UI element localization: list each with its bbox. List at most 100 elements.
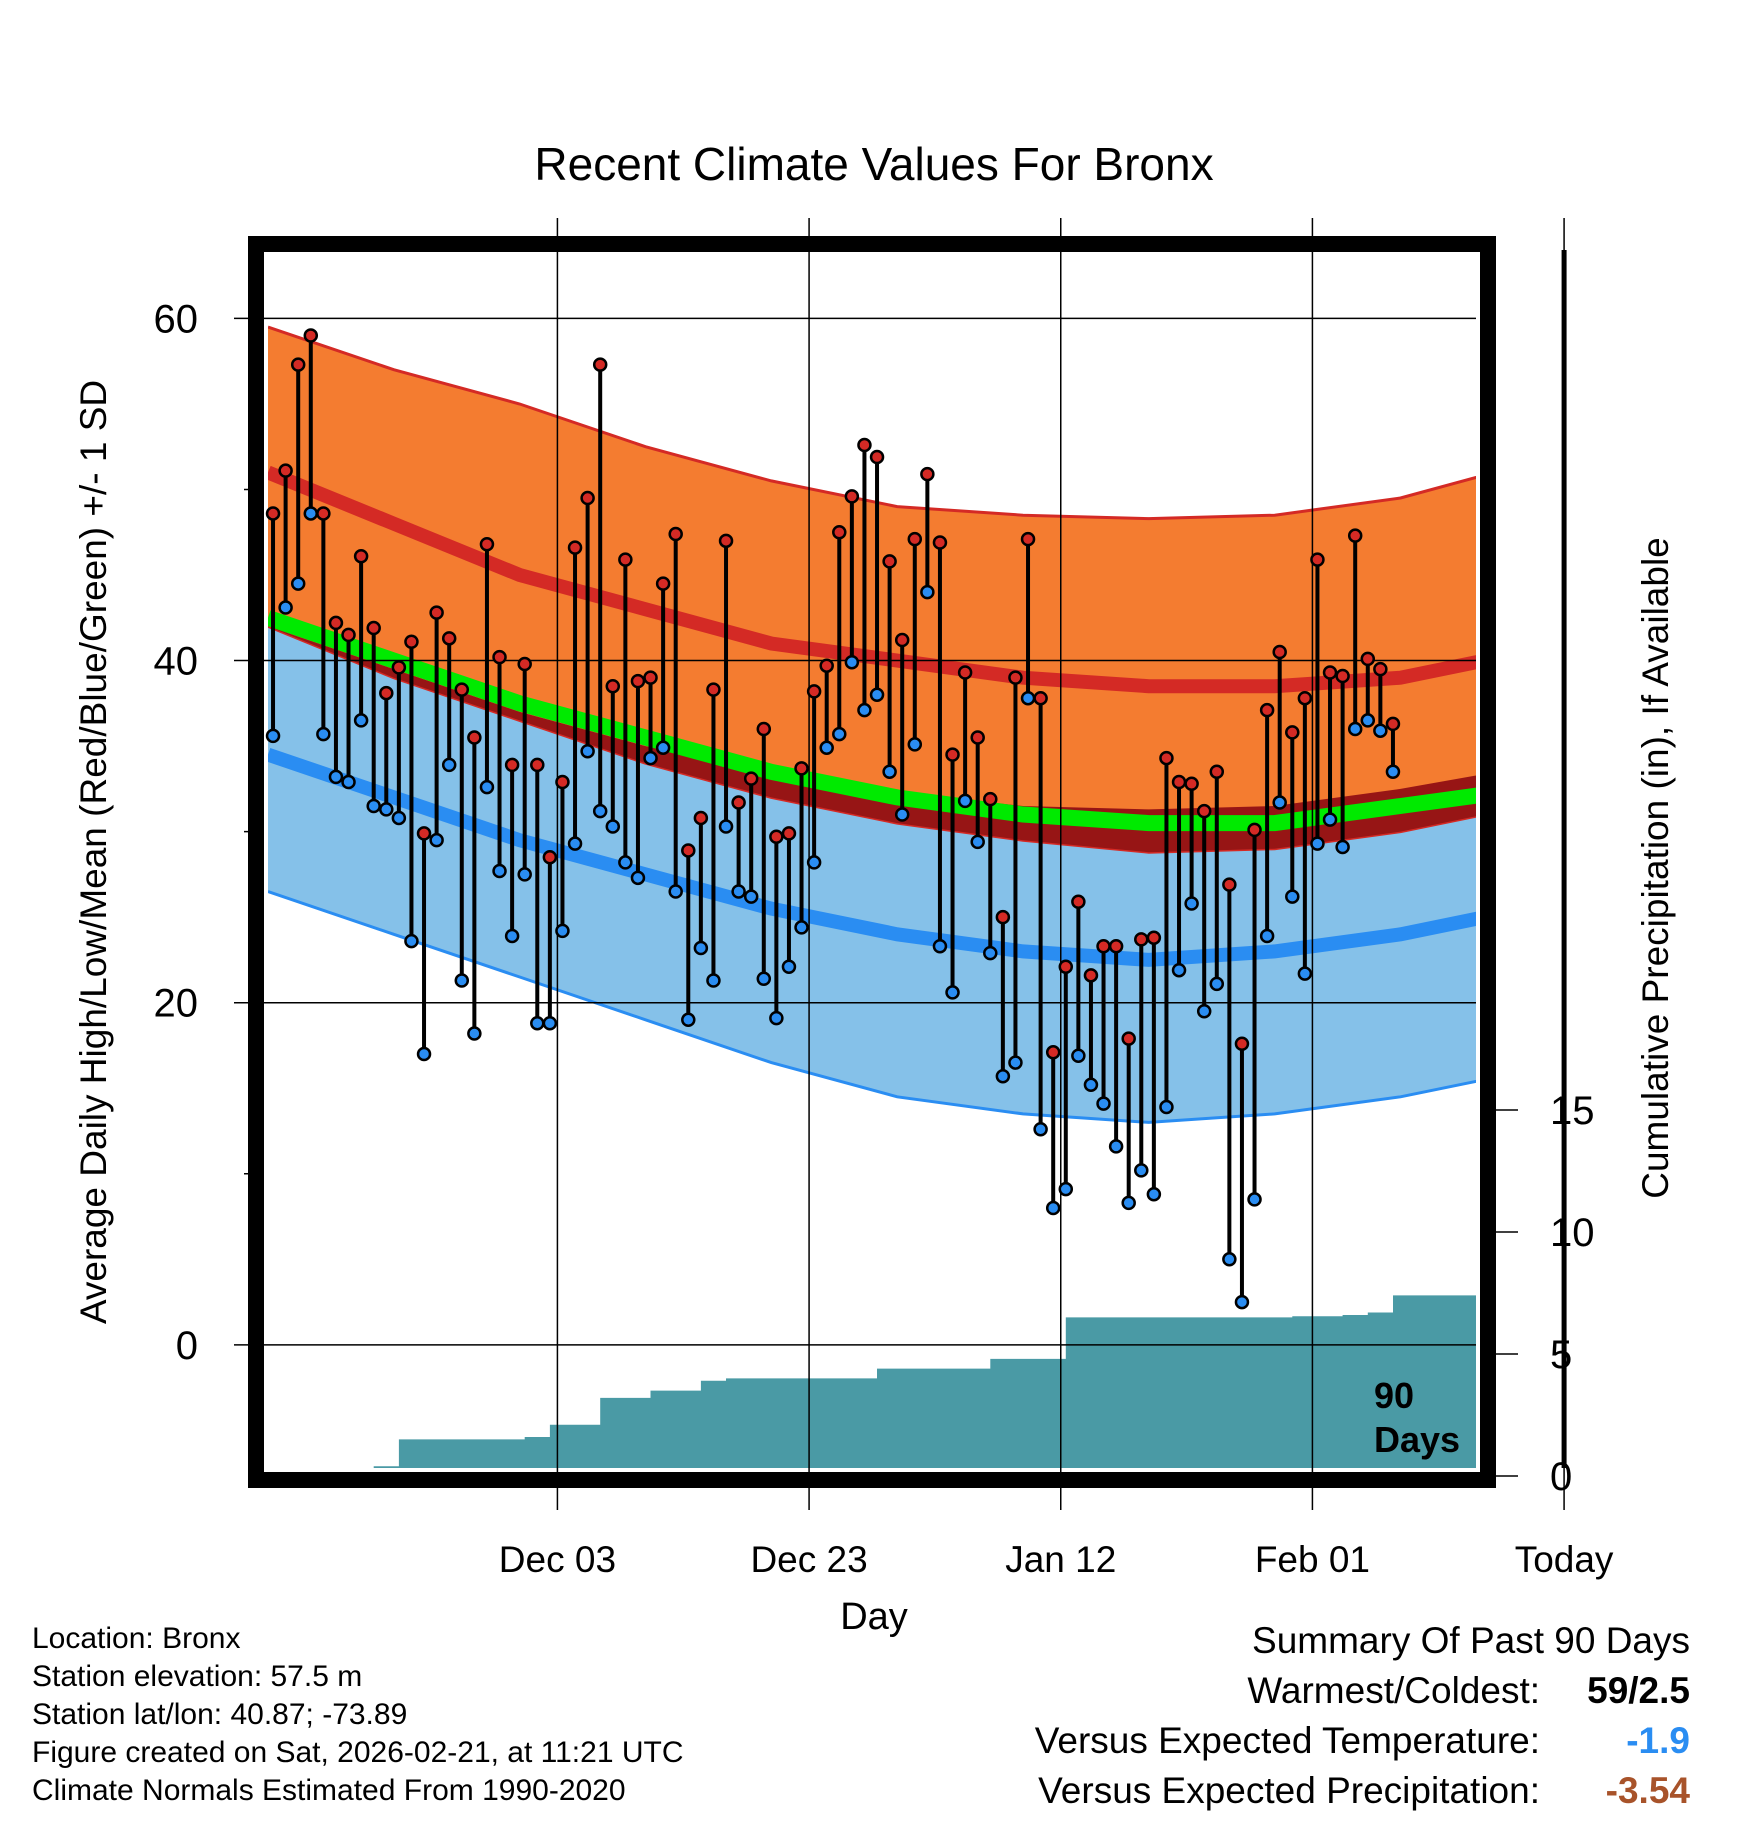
high-point <box>1033 690 1048 706</box>
high-point <box>1196 803 1212 819</box>
high-point <box>995 909 1011 925</box>
summary-panel: Summary Of Past 90 Days Warmest/Coldest:… <box>1035 1616 1690 1816</box>
low-point <box>580 743 595 759</box>
low-point <box>341 774 356 790</box>
low-point <box>605 819 621 834</box>
low-point <box>303 506 319 521</box>
high-point <box>479 536 495 552</box>
low-point <box>416 1046 432 1062</box>
high-point <box>1058 959 1074 975</box>
low-point <box>555 923 570 939</box>
high-point <box>706 682 721 697</box>
y2-tick-label: 0 <box>1550 1455 1572 1499</box>
x-axis-label: Day <box>840 1596 908 1638</box>
low-point <box>1020 690 1036 706</box>
low-point <box>844 655 860 670</box>
high-point <box>517 656 532 672</box>
high-point <box>1008 670 1023 685</box>
low-point <box>1335 839 1350 855</box>
high-point <box>781 826 797 841</box>
normals-text: Climate Normals Estimated From 1990-2020 <box>32 1774 626 1807</box>
low-point <box>1285 889 1300 904</box>
y-axis-label: Average Daily High/Low/Mean (Red/Blue/Gr… <box>73 380 114 1324</box>
high-point <box>882 554 897 569</box>
low-point <box>706 973 721 988</box>
y2-tick-label: 10 <box>1550 1211 1595 1255</box>
high-point <box>341 627 356 643</box>
high-point <box>1297 690 1313 706</box>
high-point <box>379 685 394 701</box>
low-point <box>379 802 394 817</box>
days-label: 90 <box>1374 1375 1414 1416</box>
high-point <box>592 357 608 372</box>
low-point <box>517 867 532 882</box>
low-point <box>316 726 331 742</box>
high-point <box>530 757 545 773</box>
high-point <box>416 826 432 841</box>
high-point <box>1159 750 1174 766</box>
high-point <box>1347 528 1363 543</box>
low-point <box>1134 1163 1149 1178</box>
low-point <box>718 819 734 834</box>
low-point <box>1108 1139 1124 1154</box>
high-point <box>718 533 734 549</box>
high-point <box>605 678 621 694</box>
low-point <box>567 836 583 851</box>
low-point <box>1159 1099 1174 1115</box>
low-point <box>1373 723 1388 738</box>
summary-warm-cold: Warmest/Coldest: 59/2.5 <box>1035 1666 1690 1716</box>
warm-cold-value: 59/2.5 <box>1587 1670 1690 1711</box>
y-tick-label: 60 <box>154 297 199 341</box>
high-point <box>1020 531 1036 547</box>
low-point <box>806 855 822 870</box>
low-point <box>756 971 772 986</box>
low-point <box>618 855 633 870</box>
low-point <box>391 810 407 826</box>
high-point <box>429 605 444 620</box>
high-point <box>1121 1031 1136 1046</box>
high-point <box>693 810 709 826</box>
precip-label: Versus Expected Precipitation: <box>1038 1770 1540 1811</box>
high-point <box>1146 930 1162 945</box>
low-point <box>1259 928 1275 944</box>
high-point <box>869 449 885 465</box>
low-point <box>1096 1096 1111 1111</box>
low-point <box>907 737 923 752</box>
x-tick-label: Dec 23 <box>750 1539 867 1580</box>
low-point <box>781 959 797 975</box>
low-point <box>1209 976 1225 992</box>
low-point <box>542 1015 558 1031</box>
high-point <box>441 631 457 646</box>
low-point <box>731 884 746 899</box>
low-point <box>668 884 683 899</box>
low-point <box>894 807 910 822</box>
high-point <box>303 328 319 343</box>
low-point <box>970 834 985 850</box>
chart-title: Recent Climate Values For Bronx <box>534 138 1213 190</box>
low-point <box>479 779 495 795</box>
high-point <box>1234 1036 1250 1052</box>
high-point <box>970 730 985 745</box>
high-point <box>580 490 595 506</box>
low-point <box>643 750 658 766</box>
low-point <box>1247 1192 1262 1207</box>
low-point <box>995 1069 1011 1084</box>
x-tick-label: Today <box>1515 1539 1614 1580</box>
low-point <box>1083 1077 1099 1093</box>
low-point <box>655 740 671 756</box>
y2-tick-label: 15 <box>1550 1089 1595 1133</box>
low-point <box>1058 1181 1074 1197</box>
low-point <box>630 870 646 886</box>
high-point <box>920 466 935 482</box>
high-point <box>567 540 583 555</box>
high-point <box>492 649 507 665</box>
high-point <box>1045 1045 1061 1060</box>
high-point <box>894 632 910 648</box>
low-point <box>530 1015 545 1031</box>
low-point <box>1184 896 1199 911</box>
high-point <box>366 620 381 636</box>
high-point <box>1134 932 1149 947</box>
high-point <box>1310 552 1325 567</box>
high-point <box>681 843 696 858</box>
temp-value: -1.9 <box>1626 1720 1690 1761</box>
